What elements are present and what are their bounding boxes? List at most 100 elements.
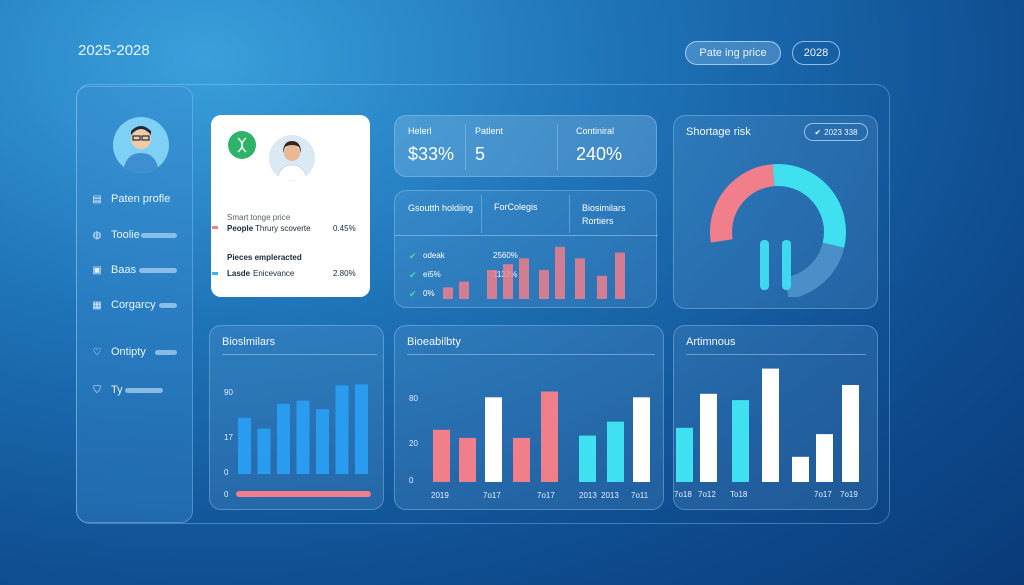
sidebar-item-label: Ty <box>111 384 123 396</box>
divider <box>569 195 570 233</box>
sidebar-item-label: Ontipty <box>111 346 146 358</box>
bar <box>816 434 833 482</box>
growth-row-label: ei5% <box>423 270 441 279</box>
sidebar-item-baas[interactable]: ▣ Baas <box>91 264 136 276</box>
y-tick: 0 <box>224 468 229 477</box>
bar <box>615 252 625 299</box>
bar <box>607 421 624 482</box>
bar <box>732 400 749 482</box>
divider <box>465 124 466 170</box>
dashboard-frame <box>76 84 890 524</box>
sidebar-item-bar <box>141 233 177 238</box>
biosability-card[interactable]: Bioeabilbty 80 20 0 2019 7o17 7o17 2013 2013… <box>394 325 664 510</box>
bar <box>355 384 368 474</box>
biosimilars-card[interactable]: Bioslmilars 90 17 0 0 <box>209 325 384 510</box>
divider <box>407 354 655 355</box>
growth-row-value: 2560% <box>493 251 518 260</box>
check-icon: ✔ <box>409 270 417 280</box>
y-tick: 0 <box>224 490 229 499</box>
legend-swatch <box>212 272 218 275</box>
bar <box>555 246 565 299</box>
y-tick: 80 <box>409 394 418 403</box>
biosimilars-bar-chart <box>238 384 368 474</box>
sidebar-item-label: Toolie <box>111 229 140 241</box>
growth-card[interactable]: Gsoutth holdiing ForColegis Biosimilars … <box>394 190 658 308</box>
x-tick-label: 2019 <box>431 491 449 500</box>
page-title: 2025-2028 <box>78 42 150 59</box>
donut-segment <box>710 164 775 243</box>
shield-icon: ⛉ <box>93 384 101 396</box>
x-tick-label: 2013 <box>601 491 619 500</box>
x-tick-label: 2013 <box>579 491 597 500</box>
growth-row-label: 0% <box>423 289 435 298</box>
bar <box>513 437 530 482</box>
column-header: ForColegis <box>494 202 538 212</box>
doctor-avatar <box>269 135 315 181</box>
row-desc: Enicevance <box>253 269 295 278</box>
stat-label: Patlent <box>475 126 504 136</box>
divider <box>557 124 558 170</box>
lock-icon: ▣ <box>92 264 102 276</box>
bar <box>485 397 502 482</box>
card-title: Bioeabilbty <box>407 336 461 348</box>
bar <box>487 270 497 299</box>
check-icon: ✔ <box>814 127 822 137</box>
y-tick: 0 <box>409 476 414 485</box>
row-label: People <box>227 224 254 233</box>
divider <box>222 354 377 355</box>
risk-badge[interactable]: ✔ 2023 338 <box>804 123 868 141</box>
bar <box>433 429 450 482</box>
x-tick-label: 7o12 <box>698 490 716 499</box>
sidebar-item-ty[interactable]: ⛉ Ty <box>91 384 123 396</box>
y-tick: 17 <box>224 433 233 442</box>
sidebar-item-label: Paten profle <box>111 193 171 205</box>
bar <box>700 393 717 482</box>
risk-badge-label: 2023 338 <box>824 127 858 137</box>
bar <box>335 385 349 474</box>
bar <box>503 264 513 299</box>
sidebar-item-toolie[interactable]: ◍ Toolie <box>91 229 140 241</box>
x-tick-label: 7o17 <box>537 491 555 500</box>
column-header: Biosimilars Rortiers <box>582 203 626 226</box>
card-title: Artimnous <box>686 336 736 348</box>
stat-label: Continiral <box>576 126 615 136</box>
stat-value: $33% <box>408 144 455 164</box>
sidebar-item-patient-profile[interactable]: ▤ Paten profle <box>91 193 170 205</box>
bar <box>541 391 558 482</box>
bar <box>238 417 251 474</box>
year-pill-button[interactable]: 2028 <box>792 41 840 65</box>
bar <box>459 281 469 299</box>
heart-icon: ♡ <box>92 346 102 358</box>
row-label: Lasde <box>227 269 251 278</box>
sidebar-item-ontipty[interactable]: ♡ Ontipty <box>91 346 146 358</box>
column-header: Gsoutth holdiing <box>408 203 474 213</box>
x-tick-label: To18 <box>730 490 748 499</box>
shortage-donut-chart <box>710 164 846 297</box>
artimnous-card[interactable]: Artimnous 7o18 7o12 To18 7o17 7o19 <box>673 325 878 510</box>
check-icon: ✔ <box>409 251 417 261</box>
stats-card[interactable]: Helerl $33% Patlent 5 Continiral 240% <box>394 115 657 177</box>
bar <box>792 456 809 482</box>
divider <box>481 195 482 233</box>
bar <box>676 427 693 482</box>
avatar[interactable] <box>113 117 169 173</box>
sidebar-item-bar <box>125 388 163 393</box>
bar <box>597 275 607 299</box>
sidebar: ▤ Paten profle ◍ Toolie ▣ Baas ▦ Corgarc… <box>76 86 193 523</box>
dna-icon <box>228 131 256 159</box>
row-label: Pieces empleracted <box>227 253 302 262</box>
sidebar-item-corgarcy[interactable]: ▦ Corgarcy <box>91 299 155 311</box>
bar <box>762 368 779 482</box>
calendar-icon: ▦ <box>92 299 102 311</box>
bar <box>316 409 329 474</box>
row-value: 0.45% <box>333 224 356 233</box>
bar <box>443 287 453 299</box>
x-tick-label: 7o19 <box>840 490 858 499</box>
gauge-bar <box>760 240 769 290</box>
pricing-pill-button[interactable]: Pate ing price <box>685 41 781 65</box>
profile-card[interactable]: Smart tonge price People Thrury scoverte… <box>211 115 370 297</box>
sidebar-item-label: Baas <box>111 264 137 276</box>
x-tick-label: 7o18 <box>674 490 692 499</box>
shortage-risk-card[interactable]: Shortage risk ✔ 2023 338 <box>673 115 878 309</box>
bar <box>539 270 549 299</box>
